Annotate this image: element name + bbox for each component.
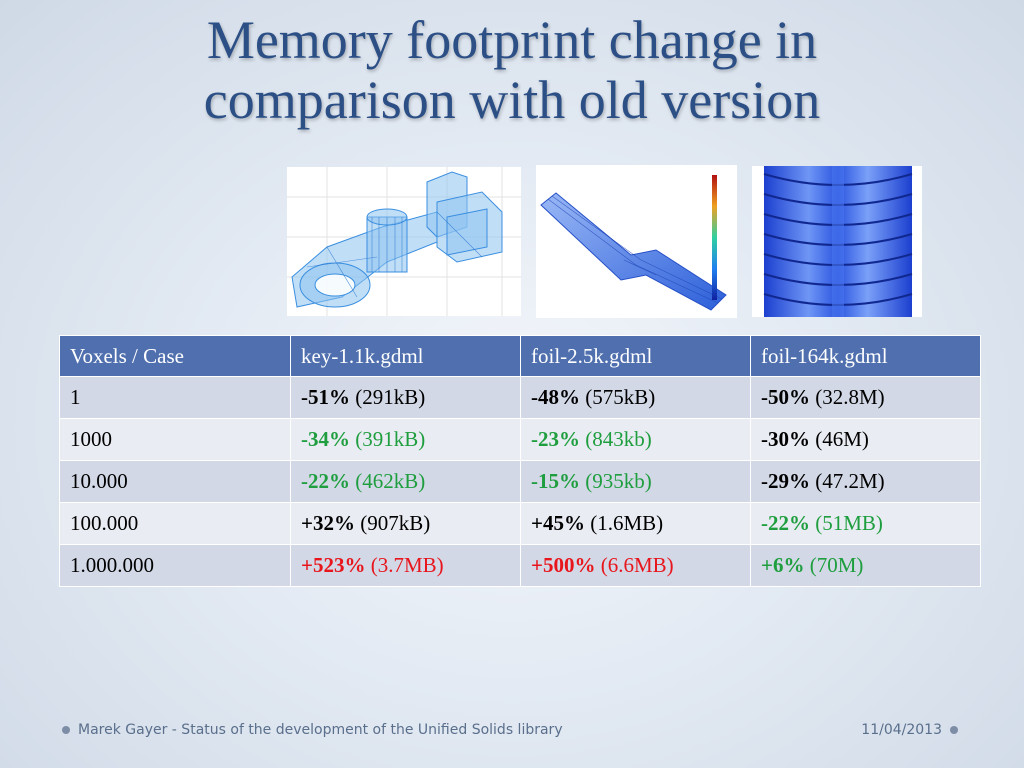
percent-change: +6% — [761, 553, 805, 577]
memory-size: (462kB) — [355, 469, 426, 493]
footer-left-text: Marek Gayer - Status of the development … — [78, 722, 563, 738]
table-cell: +45% (1.6MB) — [520, 502, 751, 545]
memory-size: (46M) — [815, 427, 869, 451]
memory-size: (6.6MB) — [600, 553, 674, 577]
header-key: key-1.1k.gdml — [290, 335, 521, 377]
table-cell: -51% (291kB) — [290, 376, 521, 419]
percent-change: -30% — [761, 427, 810, 451]
foil-cylinder-image — [752, 166, 922, 317]
table-row: 1000 -34% (391kB) -23% (843kb) -30% (46M) — [59, 418, 981, 461]
header-voxels-case: Voxels / Case — [59, 335, 291, 377]
memory-size: (1.6MB) — [590, 511, 664, 535]
table-row: 10.000 -22% (462kB) -15% (935kb) -29% (47.2… — [59, 460, 981, 503]
header-foil-2-5k: foil-2.5k.gdml — [520, 335, 751, 377]
title-line-2: comparison with old version — [203, 70, 821, 130]
title-line-1: Memory footprint change in — [206, 10, 818, 70]
memory-size: (907kB) — [360, 511, 431, 535]
memory-size: (291kB) — [355, 385, 426, 409]
percent-change: -29% — [761, 469, 810, 493]
percent-change: +523% — [301, 553, 366, 577]
percent-change: -48% — [531, 385, 580, 409]
row-label: 1 — [59, 376, 291, 419]
percent-change: -34% — [301, 427, 350, 451]
row-label: 1.000.000 — [59, 544, 291, 587]
memory-size: (47.2M) — [815, 469, 885, 493]
table-cell: -34% (391kB) — [290, 418, 521, 461]
percent-change: -50% — [761, 385, 810, 409]
memory-size: (391kB) — [355, 427, 426, 451]
bullet-icon — [950, 726, 958, 734]
percent-change: -23% — [531, 427, 580, 451]
table-cell: -30% (46M) — [750, 418, 981, 461]
table-header-row: Voxels / Case key-1.1k.gdml foil-2.5k.gd… — [59, 335, 981, 377]
percent-change: +500% — [531, 553, 596, 577]
header-foil-164k: foil-164k.gdml — [750, 335, 981, 377]
table-cell: -22% (462kB) — [290, 460, 521, 503]
table-cell: +500% (6.6MB) — [520, 544, 751, 587]
table-row: 1.000.000 +523% (3.7MB) +500% (6.6MB) +6% (… — [59, 544, 981, 587]
foil-geometry-image — [536, 165, 737, 318]
row-label: 100.000 — [59, 502, 291, 545]
memory-size: (843kb) — [585, 427, 652, 451]
table-cell: -48% (575kB) — [520, 376, 751, 419]
memory-size: (51MB) — [815, 511, 883, 535]
table-cell: -23% (843kb) — [520, 418, 751, 461]
table-cell: -50% (32.8M) — [750, 376, 981, 419]
memory-size: (575kB) — [585, 385, 656, 409]
memory-size: (3.7MB) — [370, 553, 444, 577]
row-label: 10.000 — [59, 460, 291, 503]
table-cell: -22% (51MB) — [750, 502, 981, 545]
memory-size: (32.8M) — [815, 385, 885, 409]
table-cell: +523% (3.7MB) — [290, 544, 521, 587]
row-label: 1000 — [59, 418, 291, 461]
slide-title: Memory footprint change in comparison wi… — [0, 10, 1024, 130]
footer-author: Marek Gayer - Status of the development … — [62, 722, 563, 738]
percent-change: +45% — [531, 511, 585, 535]
footer-date: 11/04/2013 — [861, 722, 958, 738]
bullet-icon — [62, 726, 70, 734]
memory-size: (935kb) — [585, 469, 652, 493]
table-cell: +32% (907kB) — [290, 502, 521, 545]
percent-change: -51% — [301, 385, 350, 409]
table-row: 1 -51% (291kB) -48% (575kB) -50% (32.8M) — [59, 376, 981, 419]
percent-change: -22% — [301, 469, 350, 493]
key-geometry-image — [287, 167, 521, 316]
memory-size: (70M) — [809, 553, 864, 577]
table-row: 100.000 +32% (907kB) +45% (1.6MB) -22% (51M… — [59, 502, 981, 545]
footer-right-text: 11/04/2013 — [861, 722, 942, 738]
table-cell: -29% (47.2M) — [750, 460, 981, 503]
table-cell: +6% (70M) — [750, 544, 981, 587]
memory-table: Voxels / Case key-1.1k.gdml foil-2.5k.gd… — [59, 335, 981, 587]
percent-change: -22% — [761, 511, 810, 535]
percent-change: -15% — [531, 469, 580, 493]
percent-change: +32% — [301, 511, 355, 535]
table-cell: -15% (935kb) — [520, 460, 751, 503]
